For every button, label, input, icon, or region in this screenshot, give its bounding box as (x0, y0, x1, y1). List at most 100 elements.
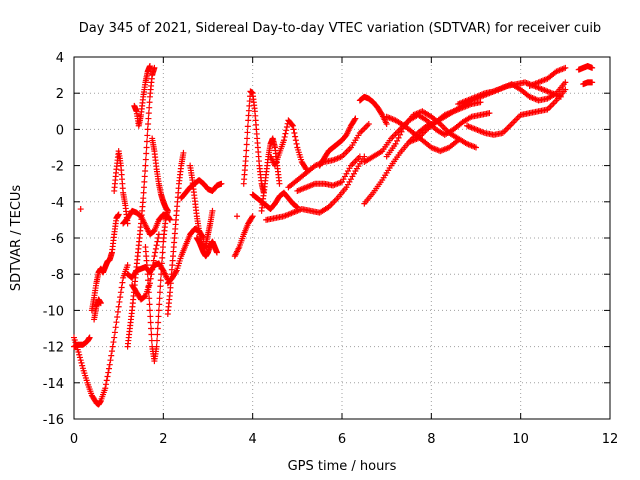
data-point (113, 319, 120, 326)
data-point (117, 289, 124, 296)
data-point (248, 214, 255, 221)
axis-ticks: 0 2 4 6 8 10 12 -16 -14 -12 -10 -8 -6 -4 -2 0 2 4 (43, 51, 619, 447)
data-point (346, 178, 353, 185)
data-point (290, 126, 297, 133)
y-axis-label: SDTVAR / TECUs (9, 185, 24, 292)
data-point (103, 377, 110, 384)
data-point (280, 137, 287, 144)
data-point (281, 133, 288, 140)
data-point (145, 120, 152, 127)
data-point (158, 271, 165, 278)
data-point (242, 153, 249, 160)
data-point (477, 99, 484, 106)
data-point (158, 265, 165, 272)
series-arc-11 (129, 231, 162, 303)
series-arc-27 (294, 153, 363, 194)
series-arc-10 (131, 63, 153, 129)
data-point (365, 120, 372, 127)
data-point (104, 373, 111, 380)
data-point (86, 334, 93, 341)
data-point (146, 307, 153, 314)
data-point (109, 343, 116, 350)
data-point (249, 213, 256, 220)
x-axis-label: GPS time / hours (288, 459, 397, 474)
data-point (153, 343, 160, 350)
data-point (143, 138, 150, 145)
data-point (180, 149, 187, 156)
data-point (156, 289, 163, 296)
x-tick-label: 4 (249, 432, 257, 447)
data-point (154, 238, 161, 245)
data-point (77, 357, 84, 364)
series-arc-12 (142, 207, 171, 365)
data-point (144, 132, 151, 139)
series-arc-32 (383, 108, 479, 160)
data-point (243, 141, 250, 148)
data-point (97, 300, 104, 307)
data-point (108, 348, 115, 355)
data-point (244, 129, 251, 136)
series-arc-37 (526, 64, 569, 89)
y-tick-label: -6 (51, 232, 64, 247)
series-arc-25 (263, 153, 368, 223)
data-point (115, 211, 122, 218)
data-point (112, 324, 119, 331)
series-arc-28 (316, 115, 359, 169)
data-point (343, 170, 350, 177)
data-point (146, 63, 153, 70)
data-point (145, 110, 152, 117)
y-tick-label: -4 (51, 196, 64, 211)
data-point (141, 173, 148, 180)
series-arc-36 (464, 86, 569, 138)
data-point (346, 165, 353, 172)
data-point (213, 249, 220, 256)
series-arc-13 (149, 135, 171, 214)
data-point (79, 362, 86, 369)
data-point (148, 331, 155, 338)
y-tick-label: 2 (56, 87, 64, 102)
data-point (155, 235, 162, 241)
data-point (397, 131, 404, 138)
data-point (344, 181, 351, 188)
data-point (148, 325, 155, 332)
data-point (155, 319, 162, 326)
x-tick-label: 12 (602, 432, 619, 447)
data-point (350, 170, 357, 177)
series-arc-14 (164, 149, 187, 318)
data-point (148, 337, 155, 344)
series-arc-18 (193, 235, 220, 260)
data-point (150, 257, 157, 264)
data-point (291, 130, 298, 137)
data-point (157, 277, 164, 284)
data-point (144, 271, 151, 278)
data-point (351, 116, 358, 123)
series-arc-22 (249, 189, 301, 213)
series-arc-35 (455, 79, 569, 108)
data-point (124, 262, 131, 269)
data-point (209, 207, 216, 214)
data-point (218, 180, 225, 187)
series-arc-9 (124, 64, 158, 350)
y-tick-label: 0 (56, 123, 64, 138)
data-point (111, 329, 118, 336)
data-point (77, 206, 84, 213)
data-point (140, 195, 147, 202)
data-point (152, 249, 159, 256)
data-point (158, 260, 165, 267)
data-point (151, 64, 158, 71)
data-point (105, 365, 112, 372)
data-point (143, 150, 150, 157)
data-point (154, 325, 161, 332)
series-arc-2 (71, 334, 93, 350)
data-point (394, 137, 401, 144)
data-point (108, 352, 115, 359)
series-arc-39 (580, 79, 596, 88)
x-tick-label: 6 (338, 432, 346, 447)
data-point (244, 123, 251, 130)
data-point (76, 351, 83, 358)
data-point (562, 79, 569, 86)
data-point (106, 361, 113, 368)
data-point (146, 280, 153, 287)
data-point (341, 173, 348, 180)
